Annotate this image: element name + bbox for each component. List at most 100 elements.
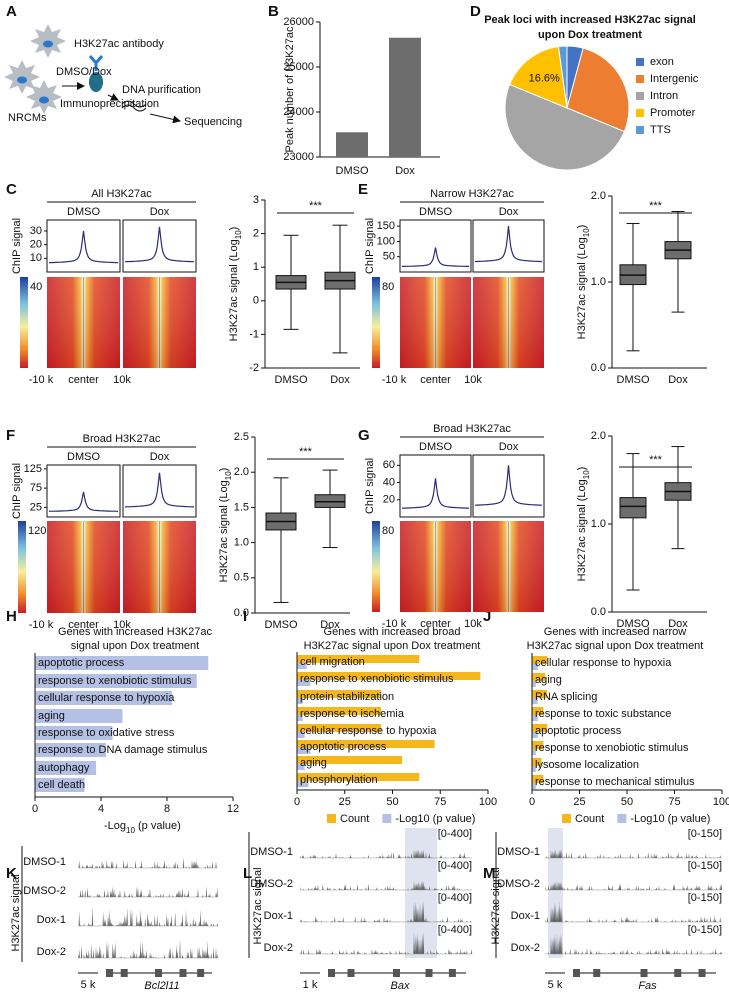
category-label: response to xenobiotic stimulus (300, 673, 454, 685)
nucleus (17, 76, 27, 84)
y-axis-label-part: ) (576, 467, 588, 471)
bar (35, 743, 106, 757)
track-ylabel: H3K27ac signal (490, 867, 502, 944)
legend-swatch (636, 58, 644, 66)
panel-label: B (268, 3, 279, 20)
profile-frame (46, 464, 121, 518)
chart-title: Peak loci with increased H3K27ac signal (484, 14, 696, 26)
bar (297, 724, 382, 732)
bar (532, 766, 536, 772)
bar (297, 764, 305, 770)
significance: *** (649, 454, 663, 466)
x-tick-label: Dox (668, 374, 688, 386)
colorbar-label: 120 (28, 525, 46, 537)
category-label: response to xenobiotic stimulus (38, 675, 192, 687)
bar (532, 664, 538, 670)
panel-label: J (483, 608, 491, 625)
pie-slice (508, 46, 568, 109)
x-tick-label: Dox (395, 165, 415, 177)
schematic-label: Immunoprecipitation (60, 98, 159, 110)
y-tick-label: 26000 (283, 16, 314, 28)
y-axis-label-part: H3K27ac signal (Log (228, 239, 240, 341)
x-label: 10k (464, 374, 482, 386)
y-axis-label-part: H3K27ac signal (Log (576, 237, 588, 339)
category-label: response to oxidative stress (38, 727, 175, 739)
signal-track (545, 901, 722, 922)
sample-label: DMSO-1 (250, 846, 293, 858)
heatmap-shade (47, 277, 120, 368)
x-axis-label-part: (p value) (135, 820, 181, 832)
legend-swatch (562, 814, 571, 823)
y-tick-label: 1 (253, 261, 259, 273)
y-axis-label: H3K27ac signal (Log10) (576, 225, 591, 340)
category-label: cellular response to hypoxia (38, 692, 175, 704)
panel-label: E (358, 181, 368, 198)
category-label: response to DNA damage stimulus (38, 744, 208, 756)
exon (593, 969, 601, 977)
sample-label: DMSO-1 (497, 846, 540, 858)
x-tick-label: DMSO (617, 374, 650, 386)
chart-title: Genes with increased broad (324, 626, 461, 638)
x-tick-label: 75 (434, 796, 446, 808)
legend-swatch (636, 92, 644, 100)
y-tick-label: 1.5 (234, 501, 249, 513)
colorbar-label: 80 (382, 525, 394, 537)
x-tick-label: 12 (227, 803, 239, 815)
x-label: center (420, 618, 451, 630)
signal-track (545, 881, 722, 890)
y-axis-label: Peak number of H3K27ac (284, 26, 296, 152)
signal-track (78, 857, 218, 868)
x-label: -10 k (29, 619, 54, 631)
nucleus (43, 40, 53, 48)
sample-label: Dox-2 (264, 942, 293, 954)
profile-frame (472, 454, 545, 518)
bar (297, 773, 420, 781)
bar (532, 690, 548, 698)
profile-frame (122, 464, 197, 518)
exon (674, 969, 682, 977)
y-tick-label: 50 (383, 251, 395, 263)
chart-title: Genes with increased narrow (544, 626, 687, 638)
y-axis-label: H3K27ac signal (Log10) (228, 227, 243, 342)
category-label: autophagy (38, 762, 90, 774)
bar (297, 672, 481, 680)
y-tick-label: 20 (383, 494, 395, 506)
bar (35, 761, 97, 775)
x-tick-label: DMSO (617, 618, 650, 630)
y-axis-label-part: 10 (582, 228, 591, 237)
legend-label: Intron (650, 90, 678, 102)
legend-label: Count (575, 813, 604, 825)
signal-track (78, 886, 218, 897)
legend-swatch (327, 814, 336, 823)
category-label: cellular response to hypoxia (300, 725, 437, 737)
condition-label: DMSO (419, 206, 452, 218)
schematic-label: Sequencing (184, 116, 242, 128)
range-label: [0-400] (438, 860, 472, 872)
x-tick-label: 4 (98, 803, 104, 815)
legend-label: TTS (650, 124, 671, 136)
signal-track (545, 849, 722, 858)
y-tick-label: 20 (30, 239, 42, 251)
bar (532, 749, 536, 755)
range-label: [0-400] (438, 892, 472, 904)
y-tick-label: 0 (253, 295, 259, 307)
bar (532, 783, 536, 789)
profile-frame (399, 454, 472, 518)
profile-frame (122, 219, 197, 273)
bar (35, 778, 85, 792)
x-tick-label: Dox (320, 619, 340, 631)
heatmap-title: Broad H3K27ac (83, 433, 161, 445)
category-label: phosphorylation (300, 774, 378, 786)
bar (532, 698, 538, 704)
chart-title: upon Dox treatment (538, 29, 642, 41)
y-tick-label: 0.5 (234, 572, 249, 584)
bead (89, 72, 103, 92)
x-tick-label: 50 (621, 796, 633, 808)
profile-curve (125, 472, 194, 508)
signal-track (545, 933, 722, 954)
profile-frame (472, 219, 545, 273)
profile-ylabel: ChIP signal (364, 458, 376, 514)
x-tick-label: 25 (339, 796, 351, 808)
x-tick-label: Dox (330, 374, 350, 386)
colorbar (20, 277, 28, 368)
